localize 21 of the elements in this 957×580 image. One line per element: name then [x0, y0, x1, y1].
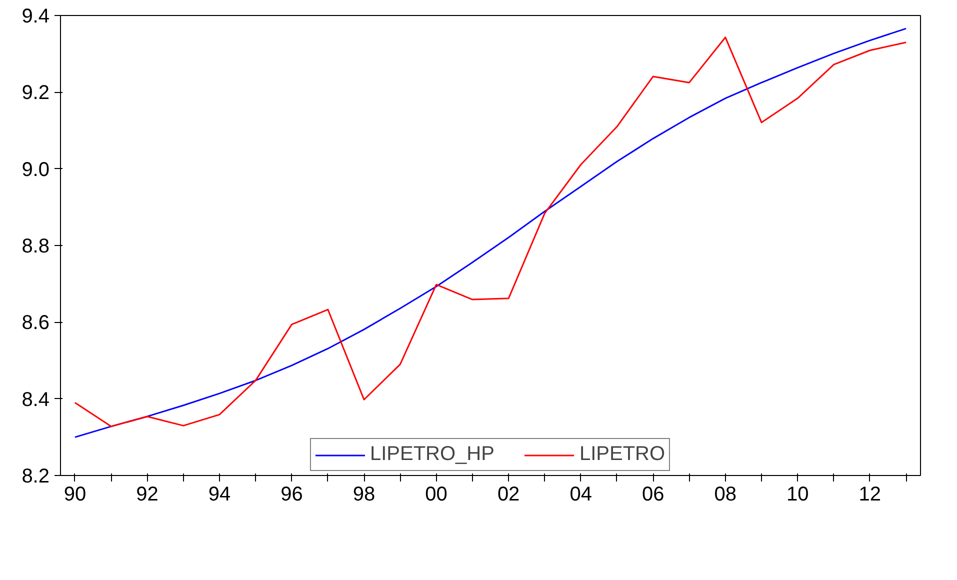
- x-tick-label: 94: [208, 484, 231, 506]
- x-tick-label: 02: [497, 484, 520, 506]
- y-tick-label: 8.6: [22, 312, 50, 334]
- x-tick-label: 90: [64, 484, 86, 506]
- y-tick-label: 9.2: [22, 82, 50, 104]
- y-tick-label: 9.0: [22, 158, 50, 181]
- legend-label: LIPETRO_HP: [370, 443, 494, 466]
- x-tick-label: 08: [714, 484, 736, 506]
- legend-label: LIPETRO: [579, 443, 666, 466]
- x-tick-label: 12: [858, 484, 882, 506]
- x-tick-label: 96: [280, 484, 303, 506]
- y-tick-label: 9.4: [22, 6, 50, 28]
- x-tick-label: 98: [352, 484, 376, 506]
- y-tick-label: 8.4: [22, 388, 50, 411]
- y-tick-label: 8.2: [22, 466, 50, 488]
- x-tick-label: 10: [786, 484, 809, 506]
- x-tick-label: 00: [425, 484, 448, 506]
- x-tick-label: 92: [136, 484, 158, 506]
- x-tick-label: 04: [570, 484, 592, 506]
- y-tick-label: 8.8: [22, 236, 50, 258]
- x-tick-label: 06: [642, 484, 664, 506]
